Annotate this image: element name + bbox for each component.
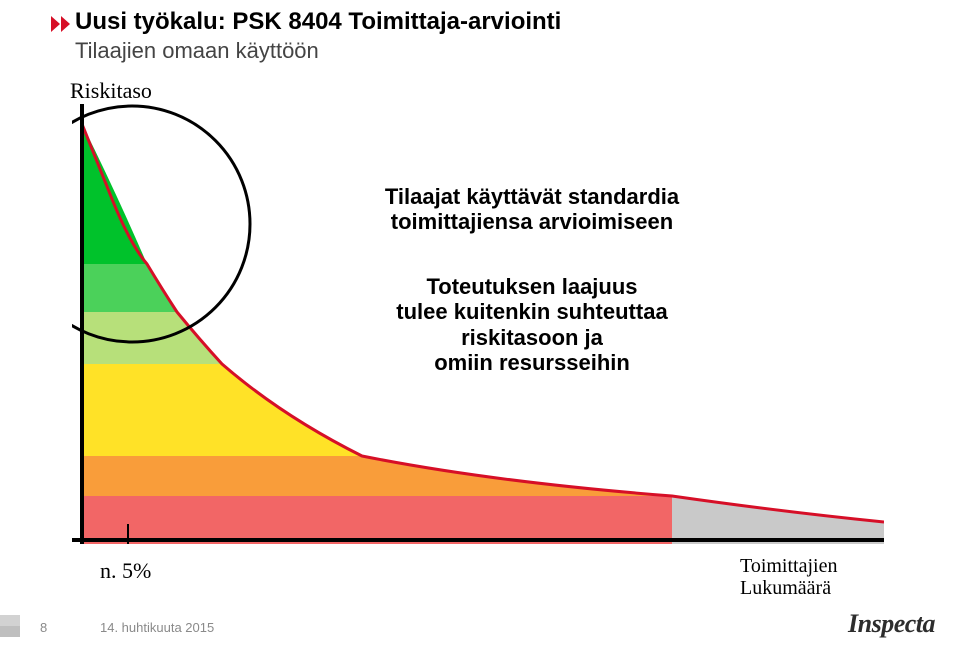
chart-text-1-l2: toimittajiensa arvioimiseen	[391, 209, 673, 234]
band-red	[82, 496, 672, 544]
n5-label: n. 5%	[100, 558, 151, 584]
title-line2: Tilaajien omaan käyttöön	[75, 38, 561, 64]
footer-logo: Inspecta	[848, 609, 935, 639]
chart-text-2-l2: tulee kuitenkin suhteuttaa	[396, 299, 667, 324]
title-line1: Uusi työkalu: PSK 8404 Toimittaja-arvioi…	[75, 8, 561, 36]
band-yellow	[82, 364, 362, 456]
footer-date: 14. huhtikuuta 2015	[100, 620, 214, 635]
chart-text-2-l4: omiin resursseihin	[434, 350, 630, 375]
footer-page-number: 8	[40, 620, 47, 635]
chart-text-1-l1: Tilaajat käyttävät standardia	[385, 184, 679, 209]
chart-text-1: Tilaajat käyttävät standardia toimittaji…	[352, 184, 712, 235]
x-axis-label: Toimittajien Lukumäärä	[740, 555, 837, 599]
band-orange	[82, 456, 672, 496]
footer: 8 14. huhtikuuta 2015 Inspecta	[0, 609, 959, 645]
y-axis-label: Riskitaso	[70, 78, 152, 104]
chart-text-2-l3: riskitasoon ja	[461, 325, 603, 350]
title-block: Uusi työkalu: PSK 8404 Toimittaja-arvioi…	[75, 8, 561, 64]
footer-accent-icon	[0, 615, 20, 637]
chart: Tilaajat käyttävät standardia toimittaji…	[72, 104, 884, 544]
slide: Uusi työkalu: PSK 8404 Toimittaja-arvioi…	[0, 0, 959, 645]
x-axis-label-l1: Toimittajien	[740, 555, 837, 577]
title-bullet-icon	[51, 16, 71, 32]
chart-text-2-l1: Toteutuksen laajuus	[426, 274, 637, 299]
chart-text-2: Toteutuksen laajuus tulee kuitenkin suht…	[372, 274, 692, 375]
x-axis-label-l2: Lukumäärä	[740, 577, 831, 599]
